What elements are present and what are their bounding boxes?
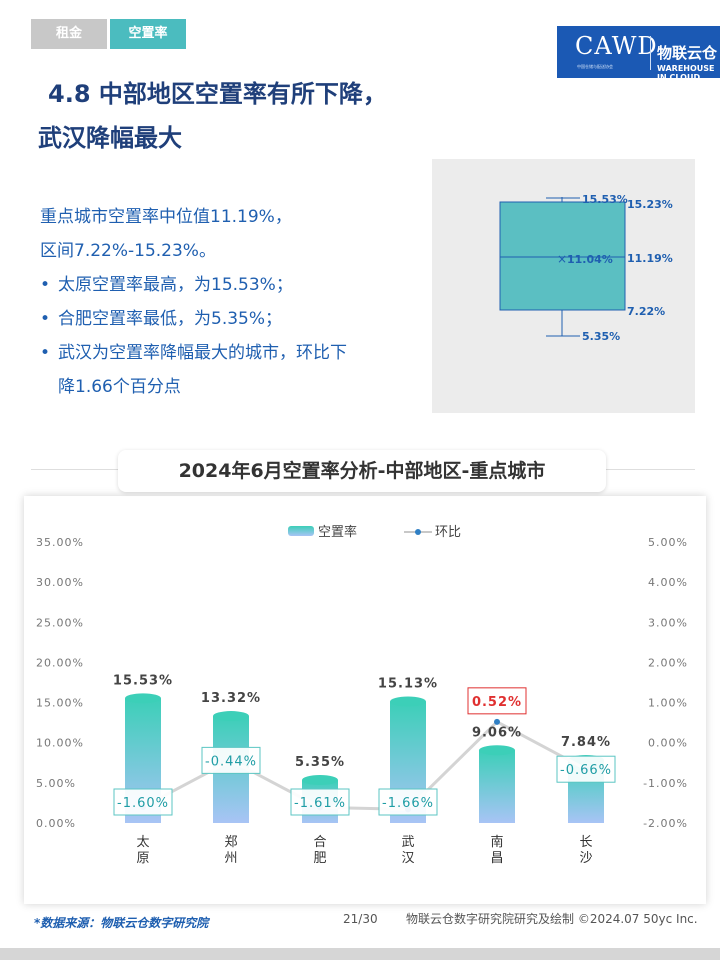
y-right-tick-label: 0.00% [648,737,688,750]
mom-label-box [113,788,173,816]
x-category-label: 长 [579,835,592,850]
mom-label-box [290,788,350,816]
legend-line-point [415,529,421,535]
legend-label-bar: 空置率 [318,524,357,540]
y-left-tick-label: 15.00% [36,697,84,710]
mom-label-text: -1.66% [382,796,434,811]
boxplot-max-label: 15.53% [582,193,628,206]
logo-cawd-text: CAWD [575,32,658,60]
y-left-tick-label: 10.00% [36,737,84,750]
x-category-label: 肥 [313,851,326,866]
bar-value-label: 15.13% [378,677,438,692]
vacancy-chart: 空置率 环比 0.00% 5.00% 10.00% 15.00% 20.00% 25.00… [36,524,688,866]
chart-card: 空置率 环比 0.00% 5.00% 10.00% 15.00% 20.00% 25.00… [24,496,706,904]
x-category-label: 昌 [490,851,503,866]
y-left-tick-label: 5.00% [36,777,76,790]
mom-change-label: -1.60% [113,788,173,816]
y-right-tick-label: 3.00% [648,616,688,629]
y-right-tick-label: 4.00% [648,576,688,589]
summary-text: 重点城市空置率中位值11.19%， 区间7.22%-15.23%。 太原空置率最… [40,200,410,404]
x-category-label: 原 [136,851,149,866]
bar-value-label: 7.84% [561,735,611,750]
boxplot-mean-marker: × [557,252,567,266]
boxplot-mean-label: 11.04% [567,253,613,266]
mom-label-text: -0.44% [205,754,257,769]
bar-value-label: 13.32% [201,691,261,706]
logo-subtitle: 中国仓储与配送协会 [577,64,613,69]
title-line-2: 武汉降幅最大 [38,124,182,152]
bar-南昌 [479,750,515,823]
page-number: 21/30 [343,912,378,926]
legend-bar-swatch [288,526,314,536]
y-right-tick-label: 1.00% [648,697,688,710]
footer-credit: 物联云仓数字研究院研究及绘制 ©2024.07 50yc Inc. [406,912,698,926]
summary-bullet: 合肥空置率最低，为5.35%； [40,302,410,336]
x-category-label: 汉 [401,851,414,866]
boxplot-q3-label: 15.23% [627,198,673,211]
x-category-label: 合 [313,835,326,850]
mom-change-label: -1.66% [378,788,438,816]
mom-label-text: 0.52% [472,695,522,710]
bar-cap [390,696,426,707]
bar-cap [479,745,515,756]
summary-bullet: 太原空置率最高，为15.53%； [40,268,410,302]
y-left-tick-label: 20.00% [36,656,84,669]
y-right-tick-label: -2.00% [643,817,688,830]
cawd-logo: CAWD 中国仓储与配送协会 物联云仓 WAREHOUSE IN CLOUD [557,26,720,82]
chart-title: 2024年6月空置率分析-中部地区-重点城市 [118,450,606,492]
mom-label-text: -1.60% [117,796,169,811]
x-category-label: 武 [401,835,414,850]
logo-cn-text: 物联云仓 [657,44,718,62]
y-right-tick-label: 5.00% [648,536,688,549]
bar-value-label: 15.53% [113,673,173,688]
bar-cap [302,775,338,786]
boxplot-q1-label: 7.22% [627,305,665,318]
boxplot-box [499,201,626,311]
y-right-tick-label: 2.00% [648,656,688,669]
bar-value-label: 9.06% [472,725,522,740]
x-category-label: 太 [136,835,149,850]
y-left-tick-label: 25.00% [36,616,84,629]
boxplot-panel: × 15.53% 15.23% 11.04% 11.19% 7.22% 5.35… [432,159,695,413]
mom-label-box [378,788,438,816]
summary-bullet-continuation: 降1.66个百分点 [58,377,181,397]
boxplot-median-label: 11.19% [627,252,673,265]
y-left-tick-label: 30.00% [36,576,84,589]
mom-label-box [201,746,261,774]
boxplot-min-label: 5.35% [582,330,620,343]
chart-legend: 空置率 环比 [288,524,461,540]
mom-label-box [467,687,527,715]
bar-cap [213,711,249,722]
x-category-label: 沙 [579,851,592,866]
bottom-bar [0,948,720,960]
summary-line-1: 重点城市空置率中位值11.19%， [40,207,292,227]
title-line-1: 4.8 中部地区空置率有所下降， [48,80,387,108]
mom-label-box [556,755,616,783]
x-category-label: 郑 [224,835,237,850]
data-source: *数据来源：物联云仓数字研究院 [34,916,209,930]
mom-change-label: 0.52% [467,687,527,715]
bar-cap [125,693,161,704]
y-right-tick-label: -1.00% [643,777,688,790]
page-title: 4.8 中部地区空置率有所下降， 武汉降幅最大 [38,72,387,160]
tab-rent[interactable]: 租金 [31,19,107,49]
summary-line-2: 区间7.22%-15.23%。 [40,241,216,261]
tab-vacancy-rate[interactable]: 空置率 [110,19,186,49]
logo-en-text: WAREHOUSE IN CLOUD [657,64,715,82]
legend-label-line: 环比 [435,525,461,540]
mom-change-point [494,718,500,725]
y-left-tick-label: 35.00% [36,536,84,549]
bar-value-label: 5.35% [295,755,345,770]
mom-change-label: -0.66% [556,755,616,783]
mom-label-text: -0.66% [560,763,612,778]
x-category-label: 南 [490,834,503,850]
logo-divider [650,36,651,70]
mom-change-label: -0.44% [201,746,261,774]
mom-change-label: -1.61% [290,788,350,816]
summary-bullet: 武汉为空置率降幅最大的城市，环比下 [40,336,410,370]
y-left-tick-label: 0.00% [36,817,76,830]
x-category-label: 州 [224,851,237,866]
mom-label-text: -1.61% [294,796,346,811]
boxplot: × 15.53% 15.23% 11.04% 11.19% 7.22% 5.35… [499,193,673,343]
